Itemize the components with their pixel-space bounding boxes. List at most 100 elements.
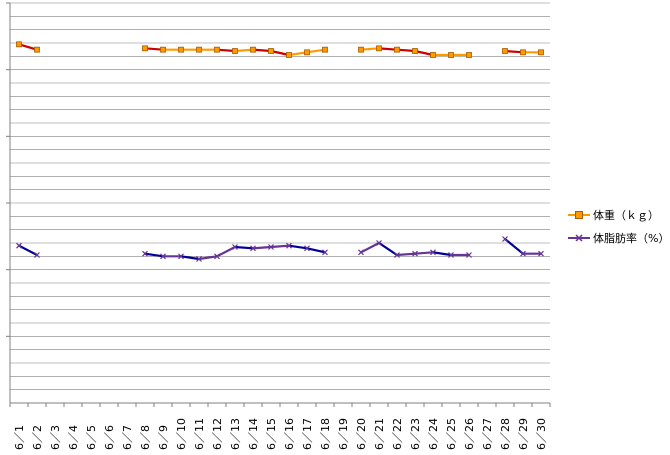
series-line-segment [143, 47, 165, 51]
data-point [376, 240, 382, 246]
data-point [16, 242, 22, 249]
data-point [448, 252, 454, 258]
data-point [502, 236, 508, 242]
data-point [160, 46, 166, 53]
x-tick-label: 6／9 [157, 425, 170, 450]
data-point [538, 250, 544, 257]
data-point [34, 252, 40, 258]
x-tick-label: 6／16 [283, 418, 296, 450]
data-point [448, 52, 454, 58]
x-axis-tick-labels: 6／1 6／2 6／3 6／4 6／5 6／6 6／7 6／8 6／9 6／10 6／11 6／12 6… [13, 418, 548, 450]
series-line-segment [233, 245, 255, 250]
data-point [520, 49, 526, 56]
x-tick-label: 6／13 [229, 418, 242, 450]
data-point [16, 41, 22, 48]
series-line-segment [359, 47, 381, 51]
data-point [304, 245, 310, 252]
series-line-segment [431, 251, 453, 257]
gridlines [10, 2, 550, 390]
x-tick-label: 6／2 [31, 425, 44, 450]
series-layer [16, 41, 544, 262]
series-line-segment [305, 247, 327, 254]
data-point [232, 244, 238, 250]
x-tick-label: 6／24 [427, 418, 440, 450]
legend-entry-body-fat: 体脂肪率（%） [568, 231, 669, 245]
series-line-segment [503, 237, 525, 255]
series-line-segment [377, 47, 399, 51]
series-line-segment [287, 244, 309, 250]
data-point [412, 250, 418, 257]
data-point [520, 250, 526, 257]
data-point [394, 46, 400, 53]
series-line-segment [17, 244, 39, 257]
x-tick-label: 6／29 [517, 418, 530, 450]
x-tick-label: 6／26 [463, 418, 476, 450]
data-point [466, 252, 472, 258]
x-tick-label: 6／22 [391, 418, 404, 450]
x-tick-label: 6／23 [409, 418, 422, 450]
legend-marker-body-fat [575, 234, 583, 242]
series-line-segment [251, 48, 273, 53]
series-1 [16, 236, 544, 262]
series-line-segment [233, 48, 255, 53]
series-line-segment [413, 49, 435, 57]
data-point [268, 244, 274, 250]
data-point [250, 46, 256, 53]
data-point [160, 253, 166, 260]
data-point [394, 252, 400, 258]
series-line-segment [143, 252, 165, 258]
data-point [412, 48, 418, 54]
data-point [376, 45, 382, 52]
x-tick-label: 6／1 [13, 425, 26, 450]
legend: 体重（ｋｇ） 体脂肪率（%） [568, 208, 669, 245]
data-point [178, 46, 184, 53]
x-tick-label: 6／7 [121, 425, 134, 450]
series-line-segment [287, 51, 309, 57]
x-tick-label: 6／10 [175, 418, 188, 450]
data-point [538, 49, 544, 56]
data-point [358, 46, 364, 53]
series-line-segment [359, 241, 381, 254]
data-point [142, 45, 148, 52]
x-tick-label: 6／28 [499, 418, 512, 450]
legend-entry-weight: 体重（ｋｇ） [568, 208, 659, 222]
data-point [268, 48, 274, 54]
data-point [142, 250, 148, 257]
series-line-segment [395, 48, 417, 53]
data-point [304, 49, 310, 56]
axes [6, 2, 551, 407]
x-tick-label: 6／15 [265, 418, 278, 450]
x-tick-label: 6／8 [139, 425, 152, 450]
x-tick-label: 6／30 [535, 418, 548, 450]
x-tick-label: 6／19 [337, 418, 350, 450]
data-point [286, 52, 292, 58]
series-0 [16, 41, 544, 58]
legend-label-body-fat: 体脂肪率（%） [593, 231, 669, 245]
x-tick-label: 6／25 [445, 418, 458, 450]
data-point [232, 48, 238, 54]
x-tick-label: 6／12 [211, 418, 224, 450]
data-point [430, 249, 436, 256]
data-point [34, 46, 40, 53]
series-line-segment [215, 245, 237, 258]
series-line-segment [269, 244, 291, 249]
x-tick-label: 6／20 [355, 418, 368, 450]
x-tick-label: 6／11 [193, 418, 206, 450]
series-line-segment [197, 255, 219, 261]
data-point [430, 52, 436, 58]
data-point [178, 253, 184, 260]
x-tick-label: 6／3 [49, 425, 62, 450]
series-line-segment [305, 48, 327, 54]
series-line-segment [413, 251, 435, 255]
data-point [196, 46, 202, 53]
x-tick-label: 6／4 [67, 425, 80, 450]
x-tick-label: 6／27 [481, 418, 494, 450]
legend-label-weight: 体重（ｋｇ） [593, 208, 659, 222]
data-point [196, 256, 202, 262]
data-point [322, 46, 328, 53]
x-tick-label: 6／18 [319, 418, 332, 450]
series-line-segment [179, 255, 201, 261]
series-line-segment [251, 245, 273, 250]
data-point [214, 253, 220, 260]
series-line-segment [395, 252, 417, 257]
